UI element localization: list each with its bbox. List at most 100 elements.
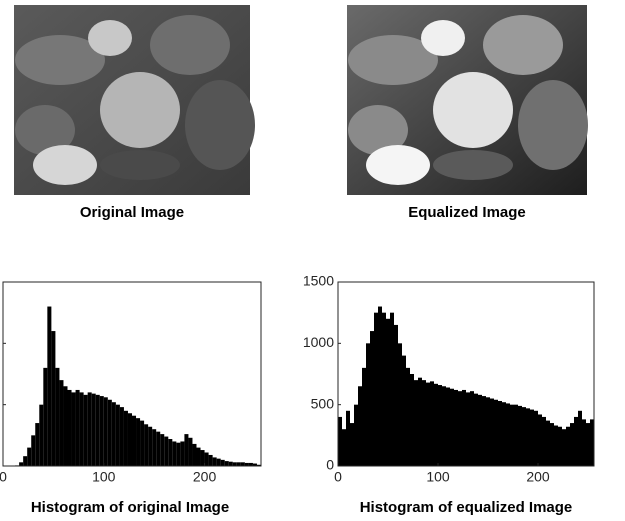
bar [454, 390, 458, 466]
bar [586, 423, 590, 466]
bar [68, 390, 72, 466]
bar [430, 381, 434, 466]
x-tick-label: 100 [426, 469, 450, 485]
bar [43, 368, 47, 466]
bar [152, 429, 156, 466]
bar [31, 435, 35, 466]
bar [478, 395, 482, 466]
bar [156, 432, 160, 466]
bar [518, 406, 522, 466]
bar [386, 319, 390, 466]
bar [84, 395, 88, 466]
bar [233, 462, 237, 466]
bar [342, 429, 346, 466]
bar [458, 391, 462, 466]
x-tick-label: 200 [526, 469, 550, 485]
bar [197, 448, 201, 466]
bar [100, 396, 104, 466]
figure: Original Image Equalized Image 0100200Hi… [0, 0, 625, 521]
bar [442, 386, 446, 466]
bar [554, 426, 558, 466]
bar [168, 439, 172, 466]
bar [72, 392, 76, 466]
bar [88, 392, 92, 466]
bar [217, 459, 221, 466]
bar [466, 392, 470, 466]
bar [213, 457, 217, 466]
bar [346, 411, 350, 466]
bar [338, 417, 342, 466]
bar [382, 313, 386, 466]
bar [144, 424, 148, 466]
bar [422, 380, 426, 466]
bar [241, 462, 245, 466]
bar [27, 448, 31, 466]
bar [470, 391, 474, 466]
bar [354, 405, 358, 466]
bar [474, 394, 478, 466]
bar [494, 400, 498, 466]
bar [47, 307, 51, 466]
bar [55, 368, 59, 466]
bar [205, 453, 209, 466]
x-tick-label: 100 [92, 469, 116, 485]
bar [378, 307, 382, 466]
bar [180, 441, 184, 466]
bar [402, 356, 406, 466]
bar [542, 417, 546, 466]
bar [562, 429, 566, 466]
bar [410, 374, 414, 466]
bar [450, 389, 454, 466]
bar [482, 396, 486, 466]
image-title: Original Image [80, 204, 184, 221]
y-tick-label: 0 [326, 457, 334, 473]
x-tick-label: 0 [334, 469, 342, 485]
bar [237, 462, 241, 466]
bar [366, 343, 370, 466]
bar [136, 418, 140, 466]
bar [188, 438, 192, 466]
bar [59, 380, 63, 466]
bar [358, 386, 362, 466]
bar [192, 444, 196, 466]
bar [566, 427, 570, 466]
chart-title: Histogram of equalized Image [360, 499, 573, 516]
bar [92, 394, 96, 466]
bar [140, 421, 144, 466]
bar [522, 407, 526, 466]
bar [546, 421, 550, 466]
bar [514, 405, 518, 466]
bar [590, 419, 594, 466]
bar [394, 325, 398, 466]
bar [390, 313, 394, 466]
chart-title: Histogram of original Image [31, 499, 229, 516]
bar [582, 419, 586, 466]
y-tick-label: 1000 [303, 334, 334, 350]
bar [574, 417, 578, 466]
bar [23, 456, 27, 466]
bar [225, 461, 229, 466]
bar [164, 437, 168, 466]
bar [116, 405, 120, 466]
bar [362, 368, 366, 466]
bar [370, 331, 374, 466]
bar [426, 383, 430, 466]
bar [434, 384, 438, 466]
bar [414, 380, 418, 466]
bar [176, 443, 180, 466]
bar [526, 408, 530, 466]
bar [550, 423, 554, 466]
bar [104, 397, 108, 466]
bar [112, 402, 116, 466]
bar [39, 405, 43, 466]
bar [418, 378, 422, 466]
bar [184, 434, 188, 466]
x-tick-label: 0 [0, 469, 7, 485]
bar [486, 397, 490, 466]
bar [578, 411, 582, 466]
bar [374, 313, 378, 466]
bar [128, 413, 132, 466]
bar [76, 390, 80, 466]
bar [438, 385, 442, 466]
bar [201, 450, 205, 466]
